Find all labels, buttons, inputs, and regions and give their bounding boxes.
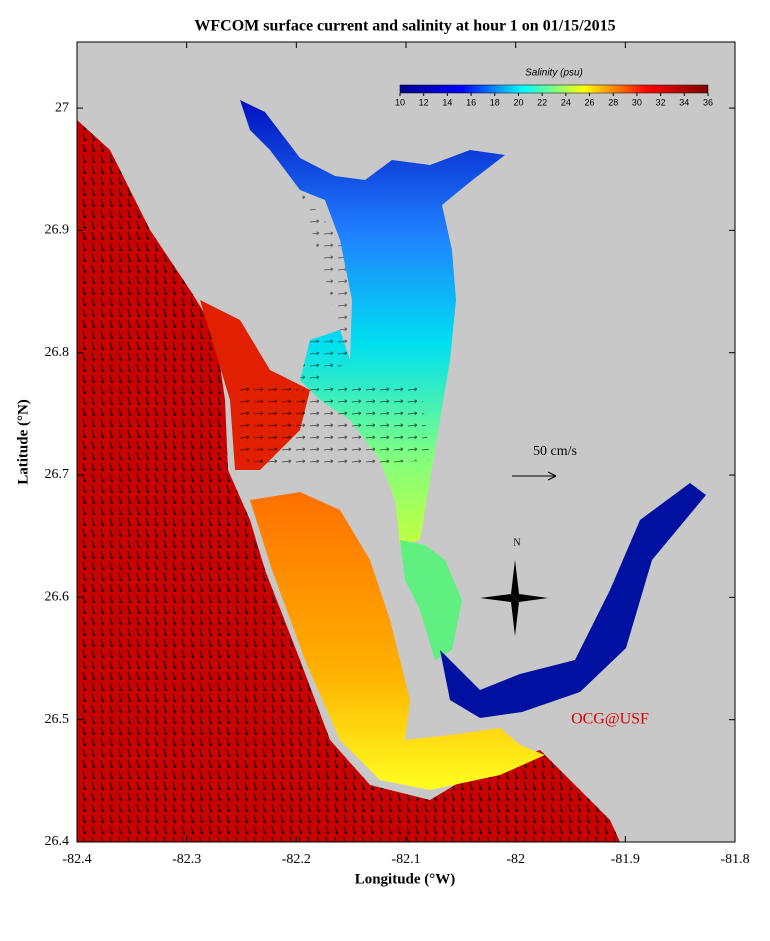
y-tick-label: 26.6: [45, 590, 70, 605]
river-water: [440, 483, 706, 718]
x-tick-label: -82.2: [282, 852, 311, 867]
colorbar-tick-label: 20: [513, 97, 523, 107]
colorbar-label: Salinity (psu): [525, 68, 583, 79]
channel-water: [400, 540, 462, 660]
current-vectors: [77, 120, 620, 842]
sound-water: [250, 492, 545, 790]
upper-harbor: [240, 100, 505, 545]
current-vectors: [240, 380, 430, 470]
y-tick-label: 26.8: [45, 345, 70, 360]
chart-title: WFCOM surface current and salinity at ho…: [194, 18, 615, 35]
y-tick-label: 26.4: [45, 834, 70, 849]
colorbar-tick-label: 10: [395, 97, 405, 107]
y-tick-label: 27: [55, 100, 69, 115]
y-axis-label: Latitude (°N): [15, 399, 31, 485]
colorbar-tick-label: 34: [679, 97, 689, 107]
colorbar-tick-label: 28: [608, 97, 618, 107]
north-label: N: [513, 537, 520, 548]
x-tick-label: -81.9: [611, 852, 640, 867]
y-tick-label: 26.9: [45, 223, 70, 238]
current-vectors: [300, 190, 352, 380]
x-tick-label: -81.8: [720, 852, 749, 867]
colorbar-tick-label: 36: [703, 97, 713, 107]
credit-label: OCG@USF: [571, 711, 649, 728]
colorbar-tick-label: 12: [419, 97, 429, 107]
map-area: [77, 42, 735, 842]
x-tick-label: -82.4: [62, 852, 91, 867]
scale-label: 50 cm/s: [533, 444, 577, 459]
colorbar-tick-label: 18: [490, 97, 500, 107]
y-tick-label: 26.5: [45, 712, 70, 727]
x-axis-label: Longitude (°W): [355, 871, 456, 887]
x-tick-label: -82: [506, 852, 525, 867]
colorbar-tick-label: 24: [561, 97, 571, 107]
colorbar-tick-label: 14: [442, 97, 452, 107]
x-tick-label: -82.3: [172, 852, 201, 867]
colorbar-tick-label: 30: [632, 97, 642, 107]
colorbar: [399, 84, 709, 94]
x-tick-label: -82.1: [391, 852, 420, 867]
compass: [480, 560, 548, 636]
colorbar-tick-label: 32: [656, 97, 666, 107]
colorbar-tick-label: 22: [537, 97, 547, 107]
scale-arrow: [512, 471, 557, 481]
y-tick-label: 26.7: [45, 467, 70, 482]
colorbar-tick-label: 16: [466, 97, 476, 107]
colorbar-tick-label: 26: [585, 97, 595, 107]
